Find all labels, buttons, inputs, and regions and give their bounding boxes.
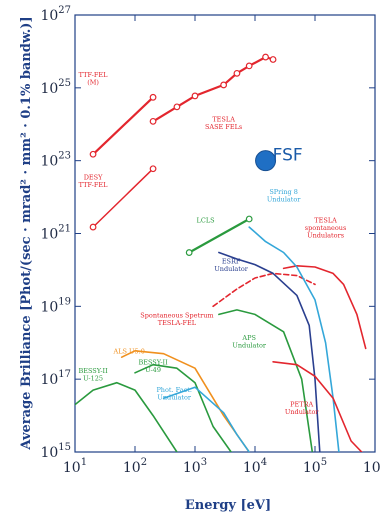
series-ttf-fel-m — [93, 97, 153, 154]
point-lcls — [186, 250, 192, 256]
x-tick-label: 103 — [183, 457, 207, 476]
point-tesla-sase — [246, 63, 252, 69]
x-axis-title: Energy [eV] — [185, 498, 271, 513]
y-tick-exponent: 21 — [58, 224, 71, 235]
x-tick-label: 105 — [303, 457, 327, 476]
label-line: U-125 — [83, 374, 103, 382]
y-tick-base: 10 — [40, 8, 58, 24]
point-desy-ttf-fel — [90, 224, 96, 230]
label-line: (M) — [87, 78, 99, 86]
x-tick-base: 10 — [363, 460, 381, 476]
point-lcls — [246, 216, 252, 222]
label-line: Undulator — [267, 196, 301, 204]
marker-layer — [90, 54, 276, 255]
point-ttf-fel-m — [150, 94, 156, 100]
label-phot-fact: Phot. Fact.Undulator — [156, 386, 191, 402]
point-tesla-sase — [221, 82, 227, 88]
series-spring8 — [249, 227, 339, 452]
label-line: Undulator — [214, 265, 248, 273]
label-line: ALS U5.0 — [113, 348, 145, 356]
y-tick-label: 1027 — [40, 5, 71, 24]
point-desy-ttf-fel — [150, 166, 156, 172]
label-line: Undulator — [157, 393, 191, 401]
y-tick-label: 1025 — [40, 78, 71, 97]
label-line: LCLS — [197, 217, 215, 225]
series-tesla-sase — [153, 57, 273, 121]
label-line: U-49 — [145, 366, 161, 374]
label-line: Undulators — [307, 232, 344, 240]
label-fsf: FSF — [273, 146, 303, 166]
x-tick-exponent: 3 — [201, 457, 207, 468]
y-tick-label: 1017 — [40, 369, 71, 388]
label-line: FSF — [273, 146, 303, 166]
y-tick-label: 1023 — [40, 151, 71, 170]
label-ttf-fel-m: TTF-FEL(M) — [79, 71, 108, 87]
y-tick-base: 10 — [40, 227, 58, 243]
label-line: Undulator — [285, 408, 319, 416]
point-tesla-sase — [263, 54, 269, 60]
y-tick-label: 1021 — [40, 224, 71, 243]
point-tesla-sase — [174, 104, 180, 110]
x-tick-label: 104 — [243, 457, 267, 476]
label-line: Undulator — [232, 341, 266, 349]
label-line: TESLA-FEL — [158, 319, 197, 327]
x-tick-label: 102 — [123, 457, 147, 476]
x-tick-base: 10 — [183, 460, 201, 476]
x-tick-exponent: 4 — [261, 457, 267, 468]
y-tick-exponent: 19 — [58, 296, 71, 307]
point-tesla-sase — [234, 71, 240, 77]
point-ttf-fel-m — [90, 151, 96, 157]
x-tick-label: 106 — [363, 457, 381, 476]
y-tick-exponent: 23 — [58, 151, 71, 162]
x-tick-exponent: 5 — [321, 457, 327, 468]
x-tick-base: 10 — [63, 460, 81, 476]
y-tick-base: 10 — [40, 154, 58, 170]
y-tick-exponent: 17 — [58, 369, 71, 380]
y-tick-exponent: 27 — [58, 5, 71, 16]
y-tick-base: 10 — [40, 445, 58, 461]
x-tick-exponent: 1 — [81, 457, 87, 468]
point-tesla-sase — [150, 119, 156, 125]
point-tesla-sase — [270, 57, 276, 63]
y-tick-base: 10 — [40, 81, 58, 97]
y-tick-base: 10 — [40, 299, 58, 315]
y-tick-exponent: 15 — [58, 442, 71, 453]
x-tick-base: 10 — [303, 460, 321, 476]
label-lcls: LCLS — [197, 217, 215, 225]
x-tick-base: 10 — [123, 460, 141, 476]
label-line: SASE FELs — [205, 123, 242, 131]
point-tesla-sase — [192, 93, 198, 99]
label-als-u5: ALS U5.0 — [113, 348, 145, 356]
label-line: TTF-FEL — [79, 181, 108, 189]
y-tick-exponent: 25 — [58, 78, 71, 89]
y-tick-base: 10 — [40, 372, 58, 388]
x-tick-exponent: 2 — [141, 457, 147, 468]
series-bessy-ii-u49 — [135, 365, 231, 452]
x-tick-label: 101 — [63, 457, 87, 476]
series-aps — [219, 310, 312, 452]
y-axis-title: Average Brilliance [Phot/(sec · mrad² · … — [19, 16, 34, 450]
x-tick-base: 10 — [243, 460, 261, 476]
y-tick-label: 1015 — [40, 442, 71, 461]
y-tick-label: 1019 — [40, 296, 71, 315]
